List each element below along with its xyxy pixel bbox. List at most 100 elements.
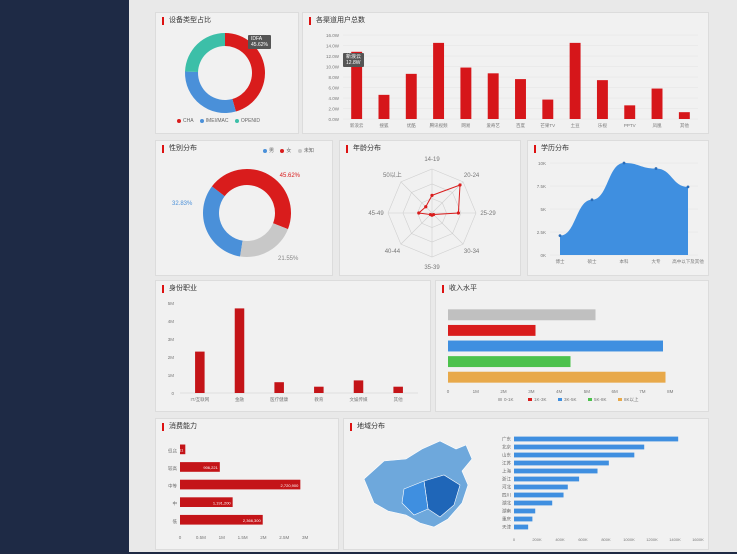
tooltip-value: 12.8W	[346, 60, 361, 66]
x-tick-label: 0	[447, 389, 450, 394]
pie-slice	[185, 71, 236, 113]
x-tick-label: IT/互联网	[190, 396, 209, 403]
x-tick-label: 新浪云	[350, 122, 364, 129]
legend-item: OPENID	[240, 118, 261, 124]
bar	[351, 51, 363, 119]
x-tick-label: 硕士	[588, 258, 597, 265]
consumption-chart: 很高1,211,211 较高 906,221 中等 2,720,900 中 1,191,20…	[166, 444, 309, 540]
bar	[624, 105, 636, 119]
y-tick-label: 重庆	[502, 516, 511, 523]
pie-slice	[211, 169, 291, 230]
legend-swatch	[498, 398, 502, 401]
bar	[514, 444, 645, 450]
bar	[514, 500, 553, 506]
y-tick-label: 河北	[502, 484, 511, 491]
radar-label: 20-24	[464, 173, 480, 179]
radar-point	[428, 212, 433, 217]
legend-item: 未知	[303, 148, 314, 154]
chart-tooltip: IDFA 45.62%	[248, 35, 271, 49]
chart-tooltip: 新浪云 12.8W	[343, 53, 365, 67]
device-type-panel: 设备类型占比 IDFA 45.62% CHA IMEI/MAC OPENID	[155, 12, 299, 134]
x-tick-label: 1.5M	[238, 535, 248, 540]
bar	[180, 497, 233, 507]
tooltip-value: 45.62%	[251, 42, 268, 48]
y-tick-label: 14.0W	[326, 44, 340, 49]
legend-swatch	[558, 398, 562, 401]
panel-title: 消费能力	[162, 423, 197, 431]
x-tick-label: 1M	[473, 389, 480, 394]
x-tick-label: 3M	[302, 535, 309, 540]
x-tick-label: 800K	[601, 537, 611, 542]
bar	[569, 42, 581, 119]
bar	[448, 356, 571, 368]
radar-axis	[400, 212, 433, 245]
age-panel: 年龄分布 14-19 20-24 25-29 30-34 35-39 40-44 45-49…	[339, 140, 521, 276]
bar	[448, 340, 663, 352]
radar-label: 30-34	[464, 249, 480, 255]
bar	[405, 73, 417, 119]
area-point	[590, 198, 594, 202]
bar	[180, 462, 220, 472]
data-label: 32.83%	[172, 201, 193, 207]
x-tick-label: 其他	[680, 122, 689, 129]
radar-point	[424, 205, 428, 209]
x-tick-label: 优酷	[407, 122, 416, 129]
x-tick-label: 600K	[578, 537, 588, 542]
bar	[448, 324, 536, 336]
channel-users-chart: 16.0W 14.0W 12.0W 10.0W 8.0W 6.0W 4.0W 2.0W 0.0W…	[326, 33, 698, 129]
y-tick-label: 北京	[502, 444, 511, 451]
data-label: 906,221	[203, 465, 218, 470]
bar	[274, 382, 284, 393]
area-point	[686, 185, 690, 189]
x-tick-label: 1600K	[692, 537, 704, 542]
bar	[514, 492, 564, 498]
consumption-panel: 消费能力 很高 1,211,211 较高 906,221 中等 2,720,900 中 1,1…	[155, 418, 339, 550]
bar	[514, 508, 536, 514]
radar-label: 45-49	[368, 211, 384, 217]
y-tick-label: 浙江	[502, 476, 511, 483]
radar-label: 25-29	[480, 211, 496, 217]
radar-point	[430, 193, 434, 197]
occupation-panel: 身份职业 5M 4M 3M 2M 1M 0 IT/互联网 金融 医疗健康 教育 文娱传媒 其他	[155, 280, 431, 412]
data-label: 2,366,300	[243, 518, 262, 523]
legend-label: 5K-8K	[594, 397, 607, 402]
legend-label: 0-1K	[504, 397, 514, 402]
radar-point	[456, 211, 460, 215]
bar	[596, 80, 608, 119]
y-tick-label: 2.5K	[537, 230, 546, 235]
y-tick-label: 4.0W	[328, 96, 339, 101]
y-tick-label: 湖北	[502, 500, 511, 507]
x-tick-label: 高中以下及其他	[672, 258, 704, 265]
legend-item: 女	[286, 148, 292, 154]
occupation-chart: 5M 4M 3M 2M 1M 0 IT/互联网 金融 医疗健康 教育 文娱传媒 其他	[168, 301, 418, 403]
panel-title: 地域分布	[350, 423, 385, 431]
y-tick-label: 4M	[168, 319, 175, 324]
x-tick-label: 金融	[235, 396, 244, 403]
x-tick-label: 4M	[556, 389, 563, 394]
radar-series	[417, 184, 461, 216]
x-tick-label: 文娱传媒	[350, 396, 368, 403]
x-tick-label: 0	[513, 537, 516, 542]
y-tick-label: 0K	[540, 253, 546, 258]
data-label: 45.62%	[280, 173, 301, 179]
panel-title: 年龄分布	[346, 145, 381, 153]
x-tick-label: 1200K	[646, 537, 658, 542]
legend-item: 男	[269, 148, 275, 154]
pie-slice	[240, 223, 288, 257]
education-chart: 10K 7.5K 5K 2.5K 0K 博士 硕士 本科 大专 高中以下及其他	[537, 161, 705, 265]
bar	[487, 73, 499, 119]
y-tick-label: 很高	[168, 447, 177, 454]
pie-slice	[225, 33, 265, 112]
bar	[678, 112, 690, 119]
radar-axis	[431, 181, 464, 214]
x-tick-label: 400K	[555, 537, 565, 542]
bar	[651, 88, 663, 119]
x-tick-label: 本科	[620, 258, 629, 265]
radar-point	[417, 211, 421, 215]
y-tick-label: 10.0W	[326, 65, 340, 70]
x-tick-label: 0.5M	[196, 535, 206, 540]
legend-swatch	[618, 398, 622, 401]
x-tick-label: 8M	[667, 389, 674, 394]
age-chart: 14-19 20-24 25-29 30-34 35-39 40-44 45-49 50以上	[368, 157, 496, 271]
pie-slice	[203, 186, 243, 257]
